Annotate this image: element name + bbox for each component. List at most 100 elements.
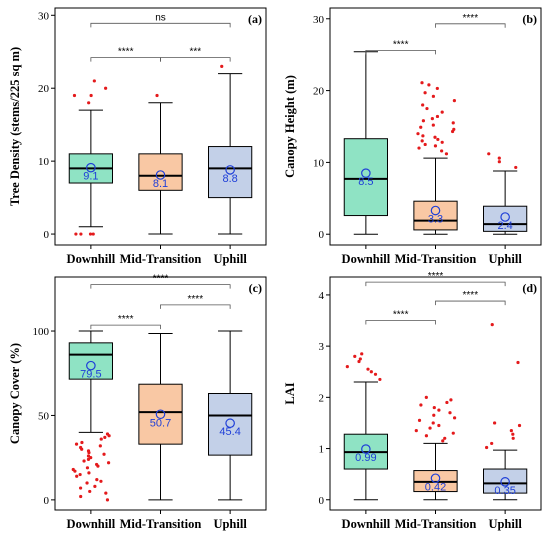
y-tick-label: 10: [38, 156, 50, 168]
y-tick-label: 1: [319, 444, 325, 456]
outlier-point: [155, 93, 159, 98]
outlier-point: [86, 457, 91, 461]
significance-bracket: ****: [90, 274, 231, 289]
outlier-point: [451, 121, 455, 125]
panel-a: 0 10 20 30 Tree Density (stems/225 sq m) (a) D…: [8, 7, 267, 266]
box-mid-transition: 3.3: [413, 157, 458, 235]
outlier-point: [74, 442, 79, 446]
category-label: Uphill: [488, 252, 522, 266]
y-axis-title: Canopy Cover (%): [8, 343, 22, 444]
outlier-point: [102, 452, 106, 456]
significance-label: ****: [463, 13, 479, 24]
mean-marker: [430, 473, 441, 484]
bracket-line: [435, 300, 506, 306]
significance-bracket: ****: [365, 310, 436, 325]
outlier-point: [449, 398, 453, 402]
box-body: [483, 468, 528, 494]
outlier-point: [85, 481, 89, 485]
mean-marker: [155, 409, 166, 420]
significance-bracket: ****: [90, 314, 161, 330]
outlier-point: [106, 461, 111, 465]
category-label: Downhill: [67, 252, 116, 266]
outlier-point: [441, 439, 445, 443]
outlier-point: [440, 110, 444, 114]
mean-marker: [155, 170, 166, 180]
outlier-point: [86, 449, 91, 453]
outlier-point: [360, 352, 364, 356]
outlier-point: [421, 134, 425, 138]
significance-label: ****: [393, 39, 409, 50]
outlier-point: [433, 135, 437, 139]
outlier-point: [105, 498, 110, 502]
y-axis-title: Canopy Height (m): [283, 75, 297, 178]
outlier-point: [98, 444, 102, 448]
category-label: Downhill: [342, 517, 391, 531]
outlier-point: [79, 232, 83, 236]
significance-bracket: ****: [435, 13, 506, 28]
mean-label: 8.5: [358, 176, 373, 188]
bracket-line: [365, 49, 436, 55]
outlier-point: [437, 408, 441, 412]
outlier-point: [490, 323, 494, 327]
significance-label: ***: [189, 47, 201, 58]
mean-marker: [86, 360, 96, 371]
panel-b: 0 10 20 30 Canopy Height (m) (b) Downhill Mid-T…: [283, 7, 542, 266]
mean-label: 45.4: [219, 426, 240, 438]
outlier-point: [358, 357, 362, 361]
mean-marker: [225, 418, 235, 429]
outlier-point: [452, 99, 457, 103]
outlier-point: [431, 123, 435, 127]
box-uphill: 0.35: [483, 449, 528, 501]
outlier-point: [432, 405, 436, 410]
outlier-point: [378, 377, 382, 382]
outlier-point: [71, 467, 75, 472]
y-tick-label: 100: [33, 326, 50, 338]
significance-label: ****: [118, 47, 134, 58]
box-body: [208, 393, 253, 456]
outlier-point: [87, 101, 91, 105]
box-downhill: 79.5: [68, 330, 113, 433]
category-label: Uphill: [213, 252, 247, 266]
panel-label: (a): [248, 12, 262, 26]
outlier-point: [421, 103, 425, 107]
y-tick-label: 30: [38, 10, 50, 22]
significance-bracket: ****: [365, 39, 436, 55]
panel-d: 0 1 2 3 4 LAI (d) Downhill Mid-Transition Uphill 0…: [283, 271, 542, 531]
y-tick-label: 50: [38, 410, 50, 422]
significance-label: ****: [118, 314, 134, 325]
mean-marker: [500, 477, 510, 487]
panel-label: (c): [249, 281, 262, 295]
outlier-point: [430, 117, 434, 121]
outlier-point: [428, 426, 432, 430]
outlier-point: [357, 359, 361, 364]
outlier-point: [85, 466, 90, 470]
category-label: Downhill: [67, 517, 116, 531]
mean-label: 2.4: [497, 220, 512, 232]
mean-label: 9.1: [83, 171, 98, 183]
outlier-point: [516, 360, 520, 365]
category-label: Uphill: [488, 517, 522, 531]
outlier-point: [220, 64, 224, 68]
outlier-point: [104, 491, 108, 495]
box-mid-transition: 0.42: [413, 442, 458, 501]
box-body: [138, 383, 183, 445]
outlier-point: [99, 479, 103, 483]
outlier-point: [497, 160, 501, 164]
outlier-point: [511, 432, 515, 436]
outlier-point: [79, 445, 83, 450]
box-body: [483, 205, 528, 232]
bracket-line: [160, 304, 231, 309]
outlier-point: [435, 114, 440, 119]
mean-label: 8.1: [153, 178, 168, 190]
mean-marker: [430, 205, 441, 216]
outlier-point: [493, 421, 497, 425]
mean-label: 50.7: [150, 417, 171, 429]
outlier-point: [443, 436, 447, 440]
outlier-point: [509, 429, 513, 433]
significance-label: ****: [463, 290, 479, 301]
outlier-point: [99, 437, 103, 441]
y-tick-label: 20: [38, 83, 50, 95]
outlier-point: [104, 86, 108, 90]
bracket-line: [435, 23, 506, 28]
box-body: [208, 146, 253, 199]
